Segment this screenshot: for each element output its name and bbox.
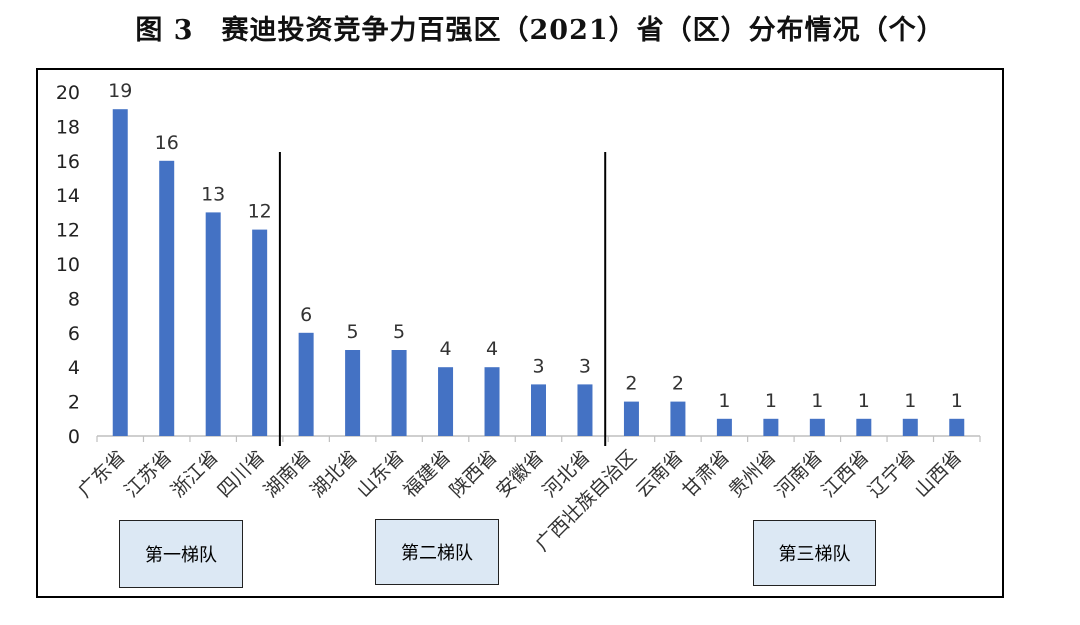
category-label: 云南省 xyxy=(632,446,688,502)
category-label: 四川省 xyxy=(213,446,269,502)
tier-label-third: 第三梯队 xyxy=(753,520,876,586)
y-tick-label: 16 xyxy=(56,151,80,173)
bar xyxy=(949,418,965,436)
bar xyxy=(205,212,221,436)
bar xyxy=(763,418,779,436)
bar-value-label: 6 xyxy=(300,304,312,326)
bar xyxy=(623,401,639,436)
bar-value-label: 19 xyxy=(108,80,132,102)
bar-value-label: 5 xyxy=(347,321,359,343)
bar xyxy=(298,332,314,436)
bar xyxy=(345,350,361,436)
y-tick-label: 10 xyxy=(56,254,80,276)
category-label: 江苏省 xyxy=(120,446,176,502)
bar xyxy=(670,401,686,436)
bar xyxy=(531,384,546,436)
bar-value-label: 1 xyxy=(951,390,963,412)
bar-value-label: 1 xyxy=(811,390,823,412)
y-tick-label: 20 xyxy=(56,82,80,104)
chart-frame xyxy=(36,68,1004,598)
category-label: 湖北省 xyxy=(306,446,362,502)
bar xyxy=(484,367,500,436)
y-tick-label: 12 xyxy=(56,220,80,242)
category-label: 江西省 xyxy=(817,446,873,502)
bar-value-label: 16 xyxy=(155,132,179,154)
bar-value-label: 1 xyxy=(904,390,916,412)
bar xyxy=(438,367,454,436)
y-tick-label: 0 xyxy=(68,426,80,448)
bar xyxy=(577,384,593,436)
bar xyxy=(716,418,732,436)
bar-value-label: 2 xyxy=(672,373,684,395)
bar xyxy=(159,160,175,437)
bar xyxy=(252,229,268,436)
chart-title: 图 3 赛迪投资竞争力百强区（2021）省（区）分布情况（个） xyxy=(135,15,945,46)
category-label: 山东省 xyxy=(353,446,409,502)
bar-value-label: 5 xyxy=(393,321,405,343)
bar-value-label: 1 xyxy=(765,390,777,412)
category-label: 辽宁省 xyxy=(864,446,920,502)
y-tick-label: 18 xyxy=(56,116,80,138)
y-tick-label: 2 xyxy=(68,392,80,414)
y-tick-label: 8 xyxy=(68,288,80,310)
bar xyxy=(391,350,407,436)
category-label: 甘肃省 xyxy=(678,446,734,502)
category-label: 广东省 xyxy=(74,446,130,502)
category-label: 安徽省 xyxy=(492,446,548,502)
bar-value-label: 2 xyxy=(625,373,637,395)
category-label: 福建省 xyxy=(399,446,455,502)
bar xyxy=(809,418,825,436)
bar xyxy=(902,418,918,436)
category-label: 浙江省 xyxy=(167,446,223,502)
bar-value-label: 1 xyxy=(858,390,870,412)
bar-value-label: 3 xyxy=(579,355,591,377)
bar-value-label: 4 xyxy=(440,338,452,360)
category-label: 山西省 xyxy=(910,446,966,502)
tier-label-second: 第二梯队 xyxy=(375,519,499,585)
bar-value-label: 13 xyxy=(201,183,225,205)
bar xyxy=(112,109,128,436)
tier-label-first: 第一梯队 xyxy=(119,520,243,588)
bar xyxy=(856,418,872,436)
category-label: 湖南省 xyxy=(260,446,316,502)
category-label: 河南省 xyxy=(771,446,827,502)
category-label: 贵州省 xyxy=(725,446,781,502)
y-tick-label: 4 xyxy=(68,357,80,379)
y-tick-label: 6 xyxy=(68,323,80,345)
bar-value-label: 4 xyxy=(486,338,498,360)
y-tick-label: 14 xyxy=(56,185,80,207)
category-label: 陕西省 xyxy=(446,446,502,502)
bar-value-label: 12 xyxy=(248,201,272,223)
bar-value-label: 1 xyxy=(718,390,730,412)
bar-value-label: 3 xyxy=(532,355,544,377)
